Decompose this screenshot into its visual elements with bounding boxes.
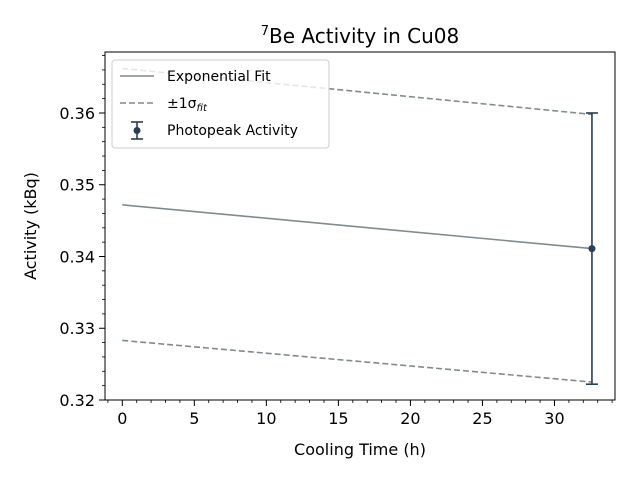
legend-label-point: Photopeak Activity (167, 123, 298, 139)
chart-title: 7Be Activity in Cu08 (261, 24, 460, 48)
axes-frame (104, 51, 616, 401)
legend: Exponential Fit ±1σfit Photopeak Activit… (111, 59, 330, 149)
x-tick-label-1: 5 (189, 409, 199, 428)
plot-area (122, 67, 598, 386)
y-tick-label-3: 0.35 (59, 176, 95, 195)
point-layer (585, 112, 598, 386)
legend-label-band-sub: fit (197, 103, 208, 114)
y-tick-label-2: 0.34 (59, 247, 95, 266)
x-axis-label: Cooling Time (h) (294, 440, 426, 459)
legend-box (111, 59, 330, 149)
fit-line (122, 204, 593, 250)
x-tick-label-5: 25 (472, 409, 492, 428)
legend-label-band: ±1σfit (167, 96, 208, 114)
lower-sigma-line (122, 339, 593, 383)
x-tick-label-2: 10 (256, 409, 276, 428)
x-tick-label-0: 0 (117, 409, 127, 428)
upper-sigma-line (122, 67, 593, 116)
title-superscript: 7 (261, 24, 269, 39)
title-main: Be Activity in Cu08 (269, 24, 459, 48)
y-axis-ticks: 0.32 0.33 0.34 0.35 0.36 (59, 55, 105, 410)
legend-label-fit: Exponential Fit (167, 69, 271, 85)
legend-label-band-main: ±1σ (167, 96, 197, 112)
legend-swatch-point-marker (133, 127, 141, 134)
x-tick-label-3: 15 (328, 409, 348, 428)
y-tick-label-0: 0.32 (59, 391, 95, 410)
fit-layer (122, 204, 593, 250)
band-layer (122, 67, 593, 383)
x-tick-label-4: 20 (400, 409, 420, 428)
y-axis-label: Activity (kBq) (21, 172, 40, 280)
x-axis-ticks: 0 5 10 15 20 25 30 (107, 400, 613, 428)
y-tick-label-1: 0.33 (59, 319, 95, 338)
y-tick-label-4: 0.36 (59, 104, 95, 123)
x-tick-label-6: 30 (544, 409, 564, 428)
data-point (588, 245, 596, 253)
